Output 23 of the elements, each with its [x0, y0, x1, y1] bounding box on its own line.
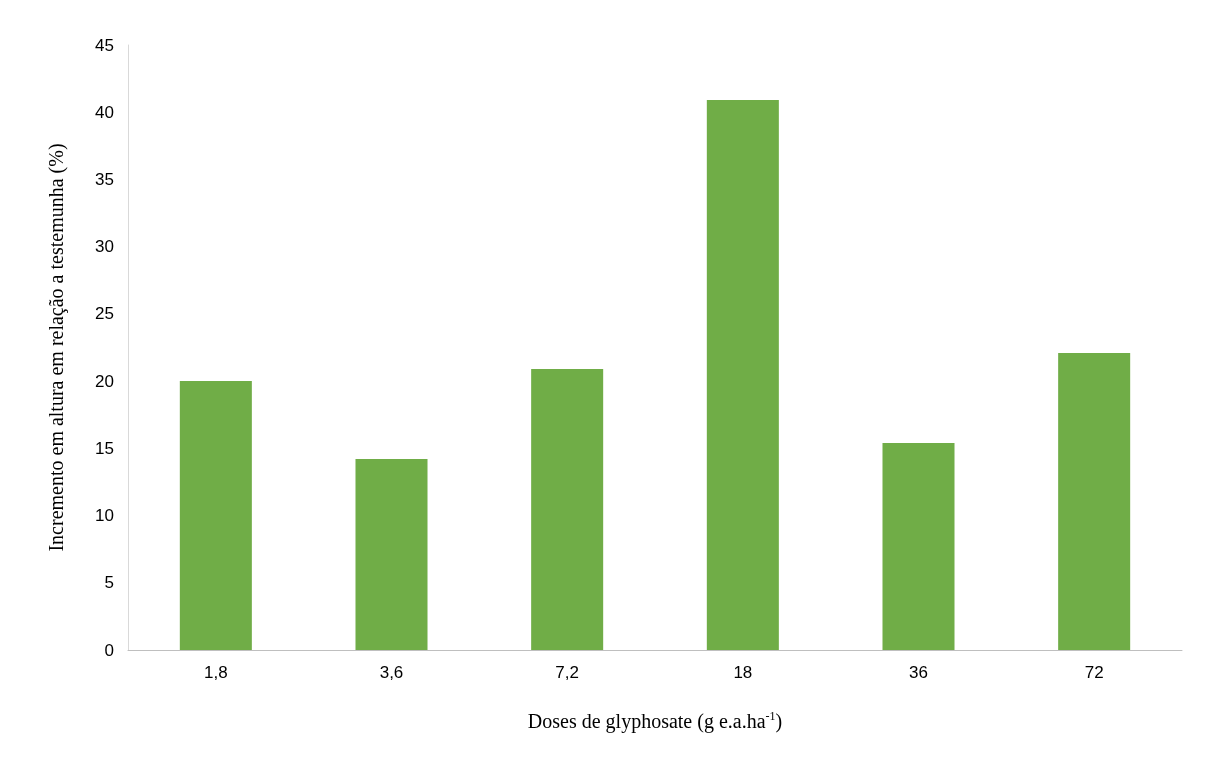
- bar: [531, 369, 604, 650]
- y-tick-label: 35: [95, 169, 114, 189]
- y-tick-label: 10: [95, 506, 114, 526]
- bar: [1058, 352, 1131, 650]
- y-tick-label: 45: [95, 35, 114, 55]
- y-tick-label: 40: [95, 102, 114, 122]
- bar: [706, 100, 779, 650]
- x-tick-label: 7,2: [555, 663, 579, 682]
- y-tick-label: 15: [95, 438, 114, 458]
- x-tick-label: 36: [909, 663, 928, 682]
- y-tick-label: 25: [95, 304, 114, 324]
- x-tick-label: 18: [733, 663, 753, 682]
- y-tick-label: 0: [104, 640, 114, 660]
- y-tick-label: 30: [95, 237, 114, 257]
- bar: [882, 442, 955, 650]
- x-tick-label: 72: [1084, 663, 1104, 682]
- y-axis-title: Incremento em altura em relação a testemunha (%): [45, 143, 68, 552]
- bar: [355, 459, 428, 650]
- x-tick-label: 3,6: [379, 663, 404, 682]
- bar: [179, 381, 252, 650]
- x-tick-label: 1,8: [204, 663, 228, 682]
- y-tick-label: 5: [104, 573, 114, 593]
- y-tick-label: 20: [95, 371, 114, 391]
